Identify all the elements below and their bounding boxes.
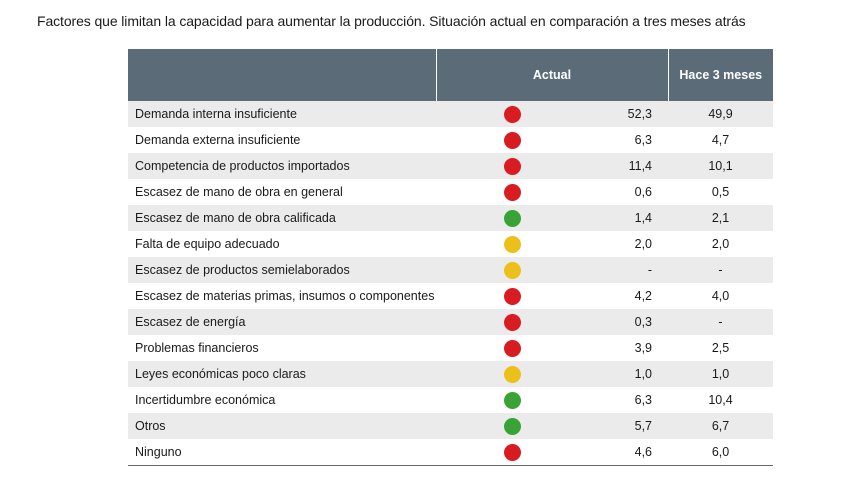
- table-row: Competencia de productos importados 11,4…: [128, 153, 774, 179]
- previous-value: 2,0: [668, 231, 774, 257]
- previous-value: 10,1: [668, 153, 774, 179]
- table-row: Otros 5,7 6,7: [128, 413, 774, 439]
- status-dot-yellow-icon: [503, 261, 521, 279]
- factor-label: Escasez de productos semielaborados: [128, 257, 436, 283]
- previous-value: 4,0: [668, 283, 774, 309]
- previous-value: 2,5: [668, 335, 774, 361]
- factor-label: Escasez de energía: [128, 309, 436, 335]
- previous-value: 2,1: [668, 205, 774, 231]
- status-cell: [436, 283, 588, 309]
- status-cell: [436, 179, 588, 205]
- factor-label: Leyes económicas poco claras: [128, 361, 436, 387]
- status-dot-green-icon: [503, 417, 521, 435]
- header-previous: Hace 3 meses: [667, 49, 774, 101]
- header-actual: Actual: [435, 49, 669, 101]
- previous-value: 49,9: [668, 101, 774, 127]
- actual-value: 2,0: [588, 231, 669, 257]
- actual-value: 6,3: [588, 127, 669, 153]
- factor-label: Escasez de mano de obra en general: [128, 179, 436, 205]
- table-row: Problemas financieros 3,9 2,5: [128, 335, 774, 361]
- previous-value: 0,5: [668, 179, 774, 205]
- status-dot-red-icon: [503, 443, 521, 461]
- previous-value: 6,0: [668, 439, 774, 466]
- status-dot-green-icon: [503, 209, 521, 227]
- previous-value: 4,7: [668, 127, 774, 153]
- status-cell: [436, 101, 588, 127]
- factor-label: Problemas financieros: [128, 335, 436, 361]
- actual-value: -: [588, 257, 669, 283]
- factor-label: Falta de equipo adecuado: [128, 231, 436, 257]
- table-row: Escasez de mano de obra en general 0,6 0…: [128, 179, 774, 205]
- status-cell: [436, 387, 588, 413]
- status-cell: [436, 413, 588, 439]
- factor-label: Demanda interna insuficiente: [128, 101, 436, 127]
- factor-label: Incertidumbre económica: [128, 387, 436, 413]
- status-dot-yellow-icon: [503, 365, 521, 383]
- previous-value: 1,0: [668, 361, 774, 387]
- status-dot-green-icon: [503, 391, 521, 409]
- status-dot-red-icon: [503, 313, 521, 331]
- actual-value: 6,3: [588, 387, 669, 413]
- table-row: Falta de equipo adecuado 2,0 2,0: [128, 231, 774, 257]
- previous-value: 10,4: [668, 387, 774, 413]
- table-body: Demanda interna insuficiente 52,3 49,9 D…: [128, 101, 774, 466]
- actual-value: 0,6: [588, 179, 669, 205]
- factor-label: Demanda externa insuficiente: [128, 127, 436, 153]
- status-cell: [436, 439, 588, 466]
- table-row: Leyes económicas poco claras 1,0 1,0: [128, 361, 774, 387]
- factor-label: Escasez de materias primas, insumos o co…: [128, 283, 436, 309]
- previous-value: -: [668, 257, 774, 283]
- actual-value: 4,2: [588, 283, 669, 309]
- actual-value: 1,0: [588, 361, 669, 387]
- status-dot-red-icon: [503, 157, 521, 175]
- actual-value: 3,9: [588, 335, 669, 361]
- table-row: Escasez de productos semielaborados - -: [128, 257, 774, 283]
- status-cell: [436, 127, 588, 153]
- factor-label: Competencia de productos importados: [128, 153, 436, 179]
- factor-label: Otros: [128, 413, 436, 439]
- status-cell: [436, 335, 588, 361]
- status-cell: [436, 231, 588, 257]
- actual-value: 0,3: [588, 309, 669, 335]
- status-dot-red-icon: [503, 183, 521, 201]
- page-title: Factores que limitan la capacidad para a…: [37, 13, 746, 29]
- status-dot-red-icon: [503, 105, 521, 123]
- actual-value: 11,4: [588, 153, 669, 179]
- status-dot-red-icon: [503, 131, 521, 149]
- actual-value: 1,4: [588, 205, 669, 231]
- status-cell: [436, 257, 588, 283]
- status-dot-red-icon: [503, 287, 521, 305]
- actual-value: 52,3: [588, 101, 669, 127]
- previous-value: 6,7: [668, 413, 774, 439]
- status-cell: [436, 309, 588, 335]
- table-row: Incertidumbre económica 6,3 10,4: [128, 387, 774, 413]
- status-cell: [436, 153, 588, 179]
- table-row: Demanda interna insuficiente 52,3 49,9: [128, 101, 774, 127]
- status-dot-red-icon: [503, 339, 521, 357]
- table-row: Escasez de mano de obra calificada 1,4 2…: [128, 205, 774, 231]
- actual-value: 4,6: [588, 439, 669, 466]
- table-row: Demanda externa insuficiente 6,3 4,7: [128, 127, 774, 153]
- header-factor: [128, 49, 436, 101]
- actual-value: 5,7: [588, 413, 669, 439]
- status-dot-yellow-icon: [503, 235, 521, 253]
- previous-value: -: [668, 309, 774, 335]
- table-row: Escasez de energía 0,3 -: [128, 309, 774, 335]
- table-row: Escasez de materias primas, insumos o co…: [128, 283, 774, 309]
- status-cell: [436, 361, 588, 387]
- status-cell: [436, 205, 588, 231]
- table-header-row: Actual Hace 3 meses: [128, 49, 774, 101]
- factor-label: Escasez de mano de obra calificada: [128, 205, 436, 231]
- factors-table: Actual Hace 3 meses Demanda interna insu…: [128, 49, 774, 466]
- table-row: Ninguno 4,6 6,0: [128, 439, 774, 466]
- factor-label: Ninguno: [128, 439, 436, 466]
